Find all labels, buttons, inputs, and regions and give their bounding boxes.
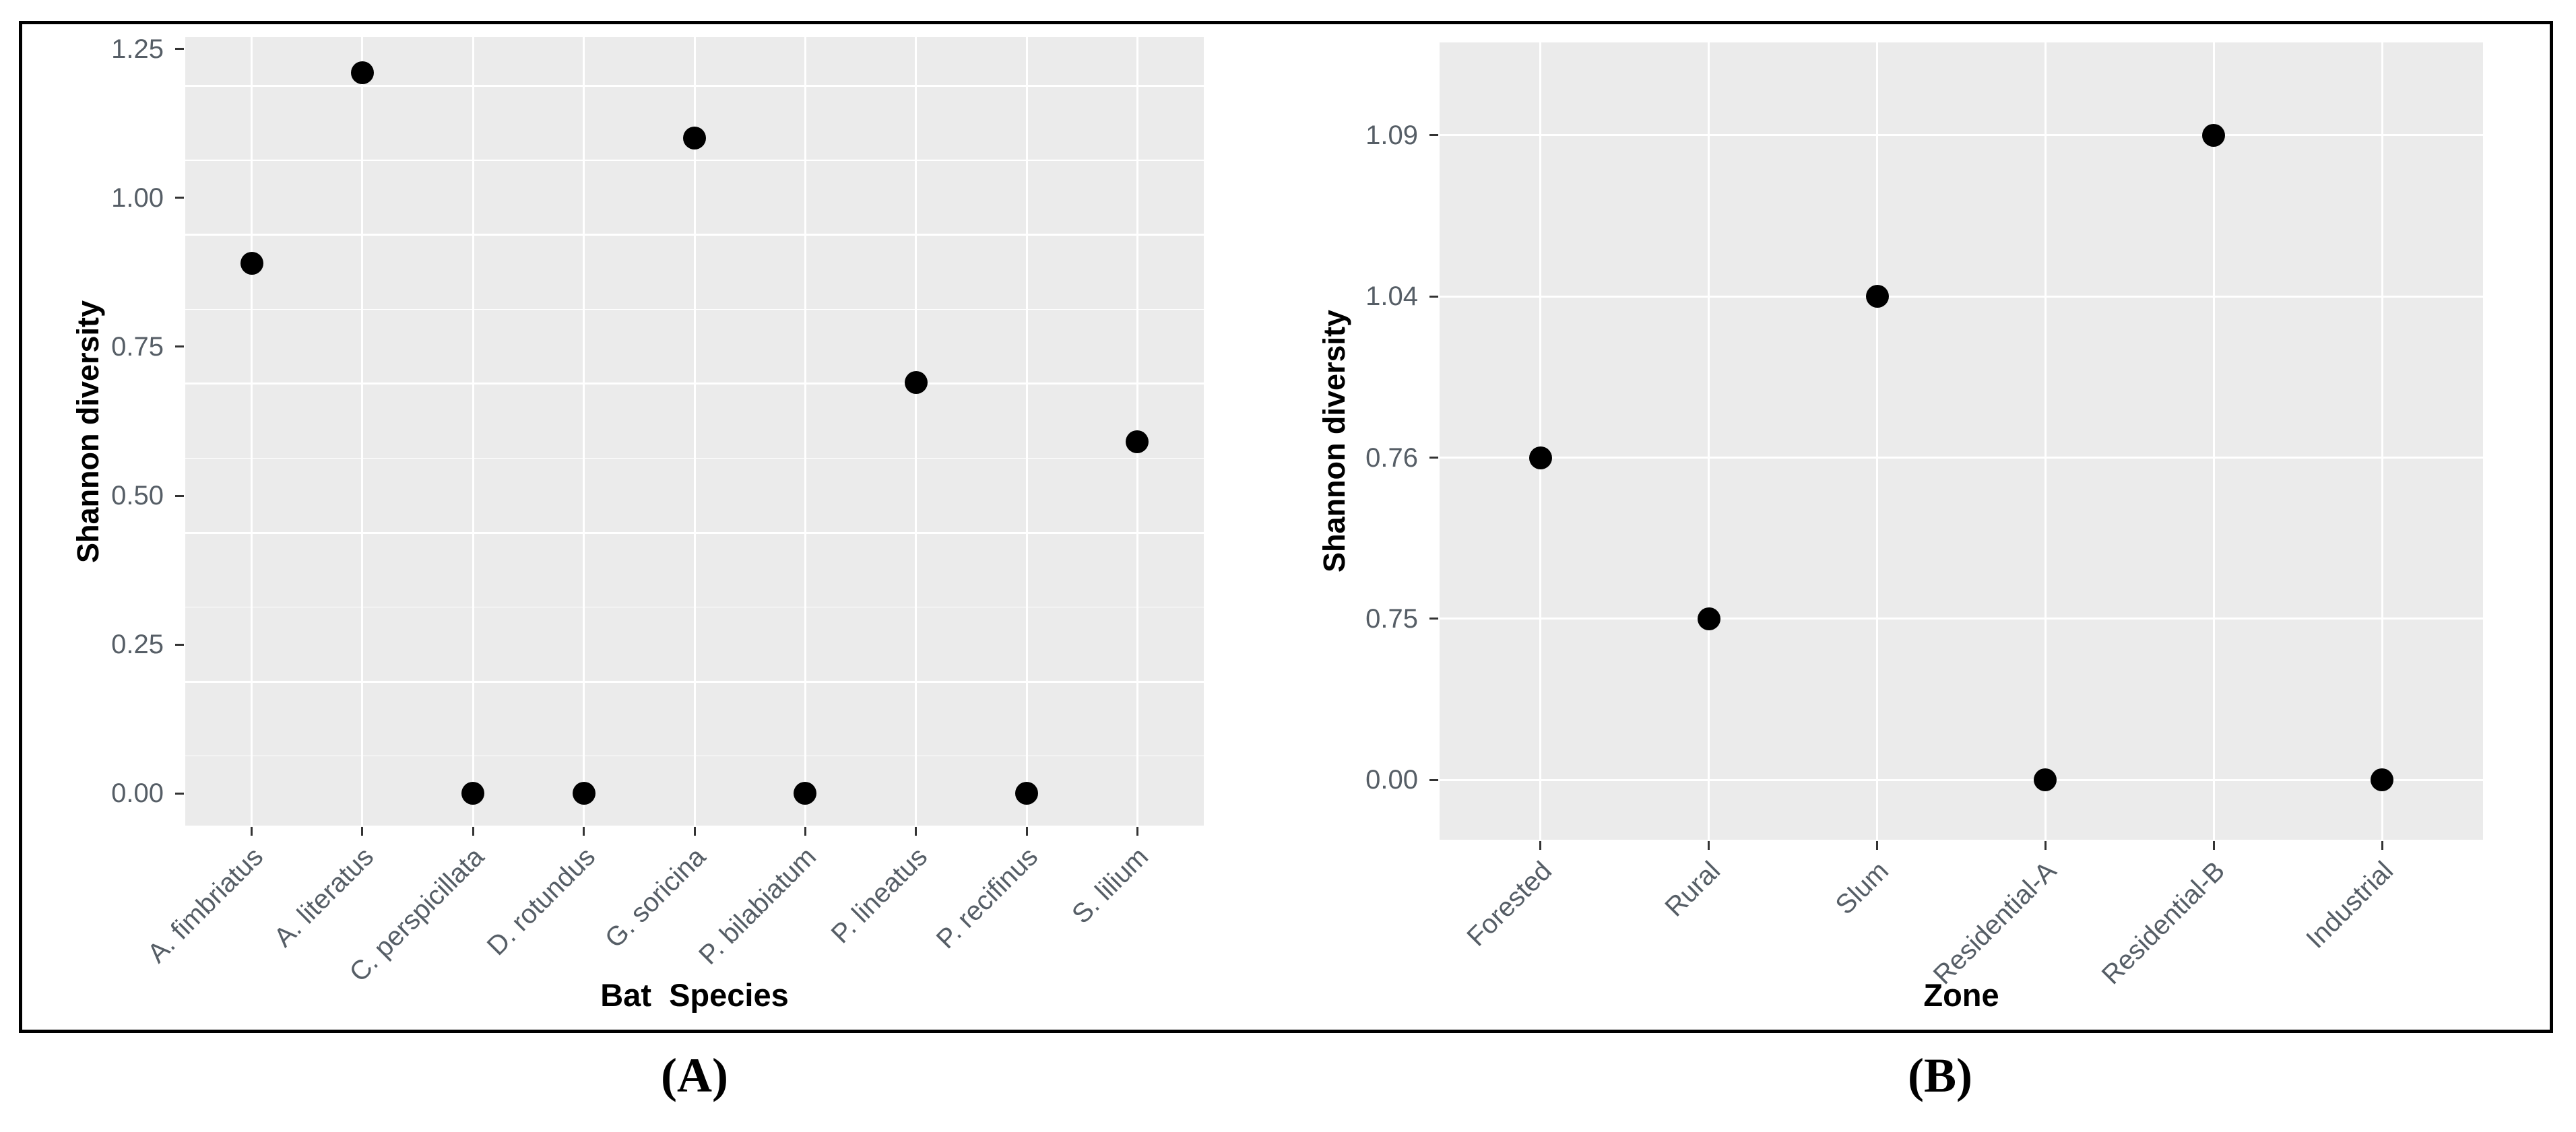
y-tick-mark (1429, 134, 1438, 137)
y-tick-mark (1429, 295, 1438, 298)
category-gridline (2212, 42, 2215, 840)
x-tick-mark (583, 827, 585, 836)
data-point (683, 127, 706, 150)
y-tick-mark (1429, 457, 1438, 459)
category-gridline (472, 37, 474, 826)
y-tick-mark (175, 345, 184, 348)
x-tick-mark (1708, 841, 1710, 850)
y-tick-label: 0.00 (1365, 765, 1418, 795)
data-point (350, 61, 374, 85)
data-point (904, 370, 928, 394)
category-gridline (361, 37, 364, 826)
y-axis-title: Shannon diversity (71, 300, 105, 563)
y-tick-mark (175, 643, 184, 646)
category-gridline (1708, 42, 1710, 840)
y-tick-label: 0.75 (111, 331, 164, 362)
data-point (240, 252, 263, 275)
x-tick-mark (1876, 841, 1879, 850)
gridline-major (1440, 295, 2483, 298)
y-tick-label: 0.25 (111, 630, 164, 660)
x-tick-mark (2212, 841, 2215, 850)
x-tick-mark (804, 827, 806, 836)
category-gridline (1539, 42, 1542, 840)
gridline-major (1440, 457, 2483, 459)
data-point (461, 782, 485, 805)
plot-area-b (1440, 42, 2483, 840)
x-tick-mark (1136, 827, 1138, 836)
category-gridline (2381, 42, 2383, 840)
category-gridline (693, 37, 696, 826)
panel-a-caption: (A) (661, 1048, 728, 1102)
x-tick-mark (472, 827, 474, 836)
plot-area-a (185, 37, 1204, 832)
x-tick-mark (361, 827, 364, 836)
gridline-major (1440, 134, 2483, 137)
data-point (794, 782, 817, 805)
x-axis-title: Zone (1923, 977, 1999, 1013)
category-gridline (251, 37, 253, 826)
data-point (2034, 768, 2057, 792)
gridline-major (1440, 778, 2483, 781)
data-point (1015, 782, 1039, 805)
panel-b-caption: (B) (1908, 1048, 1972, 1102)
y-tick-label: 1.00 (111, 182, 164, 213)
y-tick-mark (175, 792, 184, 795)
category-gridline (2044, 42, 2047, 840)
y-tick-label: 1.09 (1365, 120, 1418, 150)
y-tick-label: 0.50 (111, 481, 164, 511)
x-tick-mark (2044, 841, 2047, 850)
x-axis-title: Bat Species (600, 977, 789, 1013)
y-tick-mark (1429, 778, 1438, 781)
data-point (2202, 123, 2226, 147)
y-tick-label: 0.76 (1365, 442, 1418, 473)
y-tick-label: 0.00 (111, 778, 164, 809)
y-tick-label: 1.25 (111, 34, 164, 64)
y-tick-mark (175, 494, 184, 497)
y-tick-label: 0.75 (1365, 603, 1418, 634)
category-gridline (1876, 42, 1879, 840)
data-point (572, 782, 595, 805)
y-tick-mark (175, 197, 184, 199)
category-gridline (583, 37, 585, 826)
x-tick-mark (693, 827, 696, 836)
y-axis-title: Shannon diversity (1317, 309, 1351, 573)
category-gridline (804, 37, 806, 826)
data-point (2371, 768, 2394, 792)
x-tick-mark (1539, 841, 1542, 850)
y-tick-label: 1.04 (1365, 281, 1418, 312)
data-point (1865, 285, 1889, 308)
y-tick-mark (1429, 618, 1438, 620)
data-point (1697, 607, 1720, 630)
x-tick-mark (2381, 841, 2383, 850)
y-tick-mark (175, 48, 184, 51)
category-gridline (915, 37, 917, 826)
x-tick-mark (915, 827, 917, 836)
data-point (1126, 430, 1149, 454)
x-tick-mark (1025, 827, 1028, 836)
x-tick-mark (251, 827, 253, 836)
data-point (1528, 446, 1552, 469)
gridline-major (1440, 618, 2483, 620)
category-gridline (1025, 37, 1028, 826)
